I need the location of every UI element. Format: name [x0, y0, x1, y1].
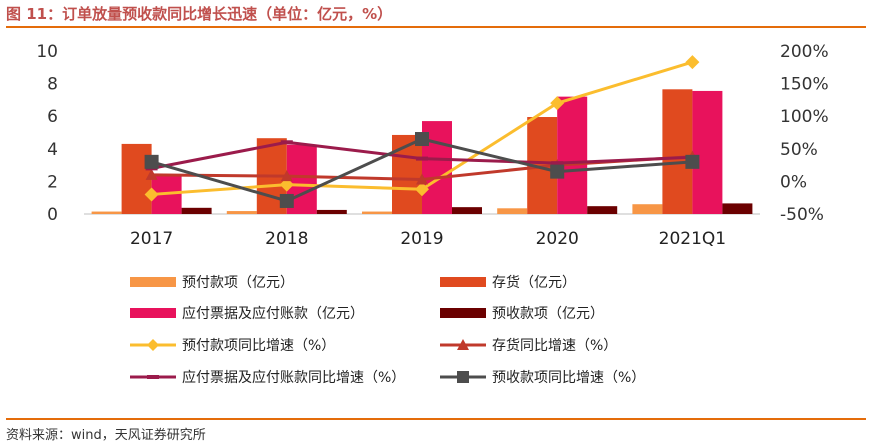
legend-label: 存货（亿元）	[492, 274, 576, 291]
point-diamond	[144, 187, 159, 202]
point-dash	[416, 156, 428, 161]
legend-item: 预付款项同比增速（%）	[130, 338, 335, 354]
y-left-tick-label: 0	[47, 205, 58, 225]
legend-item: 预付款项（亿元）	[130, 275, 294, 291]
point-triangle	[416, 173, 428, 185]
x-tick-label: 2021Q1	[659, 229, 726, 249]
bar	[692, 90, 723, 214]
bottom-rule	[6, 418, 866, 420]
bar	[91, 211, 122, 214]
legend-item: 预收款项（亿元）	[440, 306, 604, 322]
legend-marker	[147, 339, 159, 351]
point-square	[279, 193, 294, 208]
bar	[722, 203, 753, 214]
legend-label: 预付款项同比增速（%）	[182, 338, 335, 354]
legend-item: 存货（亿元）	[440, 274, 576, 291]
x-tick-label: 2017	[130, 229, 173, 249]
y-right-tick-label: 100%	[780, 107, 829, 127]
point-square	[144, 154, 159, 169]
y-right-tick-label: 200%	[780, 42, 829, 62]
point-dash	[551, 161, 564, 166]
legend-item: 预收款项同比增速（%）	[440, 370, 645, 386]
legend-swatch	[130, 308, 176, 318]
y-left-tick-label: 8	[47, 75, 58, 95]
bar	[587, 206, 618, 214]
point-triangle	[145, 168, 158, 180]
bar	[181, 207, 212, 214]
bar	[226, 211, 257, 214]
axes-layer: 0 2 4 6 8 10 -50% 0% 50% 100% 150% 200% 2017 2018 2019…	[36, 42, 828, 249]
point-diamond	[550, 96, 565, 111]
point-dash	[280, 140, 293, 145]
legend-swatch	[440, 308, 486, 318]
y-left-tick-label: 4	[47, 140, 58, 160]
lines-layer	[144, 55, 700, 208]
top-rule	[6, 26, 866, 28]
bar	[662, 89, 693, 214]
legend: 预付款项（亿元） 存货（亿元） 应付票据及应付账款（亿元） 预收款项（亿元） 预付款项同…	[130, 274, 645, 386]
legend-label: 存货同比增速（%）	[492, 337, 617, 354]
legend-label: 预收款项同比增速（%）	[492, 370, 645, 386]
y-right-tick-label: 50%	[780, 140, 818, 160]
legend-item: 应付票据及应付账款（亿元）	[130, 305, 364, 322]
legend-item: 应付票据及应付账款同比增速（%）	[130, 369, 405, 386]
legend-marker	[457, 371, 469, 383]
legend-label: 预付款项（亿元）	[182, 275, 294, 291]
source-note: 资料来源：wind，天风证券研究所	[6, 428, 206, 443]
x-tick-label: 2018	[265, 229, 308, 249]
y-left-tick-label: 2	[47, 172, 58, 192]
point-diamond	[685, 55, 700, 70]
chart-title: 图 11：订单放量预收款同比增长迅速（单位：亿元，%）	[6, 5, 393, 23]
point-square	[685, 154, 700, 169]
bar	[392, 134, 422, 214]
point-square	[550, 164, 565, 179]
bar	[316, 209, 347, 214]
y-right-tick-label: 150%	[780, 75, 829, 95]
point-diamond	[415, 182, 429, 197]
bar	[632, 204, 663, 214]
chart-canvas: 0 2 4 6 8 10 -50% 0% 50% 100% 150% 200% 2017 2018 2019…	[36, 42, 828, 386]
legend-swatch	[130, 277, 176, 287]
y-right-tick-label: 0%	[780, 172, 807, 192]
legend-label: 应付票据及应付账款同比增速（%）	[182, 369, 405, 386]
y-left-tick-label: 10	[36, 42, 58, 62]
bar	[557, 96, 588, 214]
x-tick-label: 2019	[400, 229, 443, 249]
bar	[497, 208, 528, 214]
bar	[452, 207, 482, 214]
legend-label: 预收款项（亿元）	[492, 306, 604, 322]
point-triangle	[280, 170, 293, 182]
y-right-tick-label: -50%	[780, 205, 824, 225]
legend-marker	[457, 339, 469, 350]
legend-swatch	[440, 277, 486, 287]
point-square	[415, 132, 429, 147]
legend-marker	[147, 375, 159, 379]
legend-item: 存货同比增速（%）	[440, 337, 617, 354]
legend-label: 应付票据及应付账款（亿元）	[182, 305, 364, 322]
y-left-tick-label: 6	[47, 107, 58, 127]
bar	[362, 211, 392, 214]
x-tick-label: 2020	[536, 229, 579, 249]
